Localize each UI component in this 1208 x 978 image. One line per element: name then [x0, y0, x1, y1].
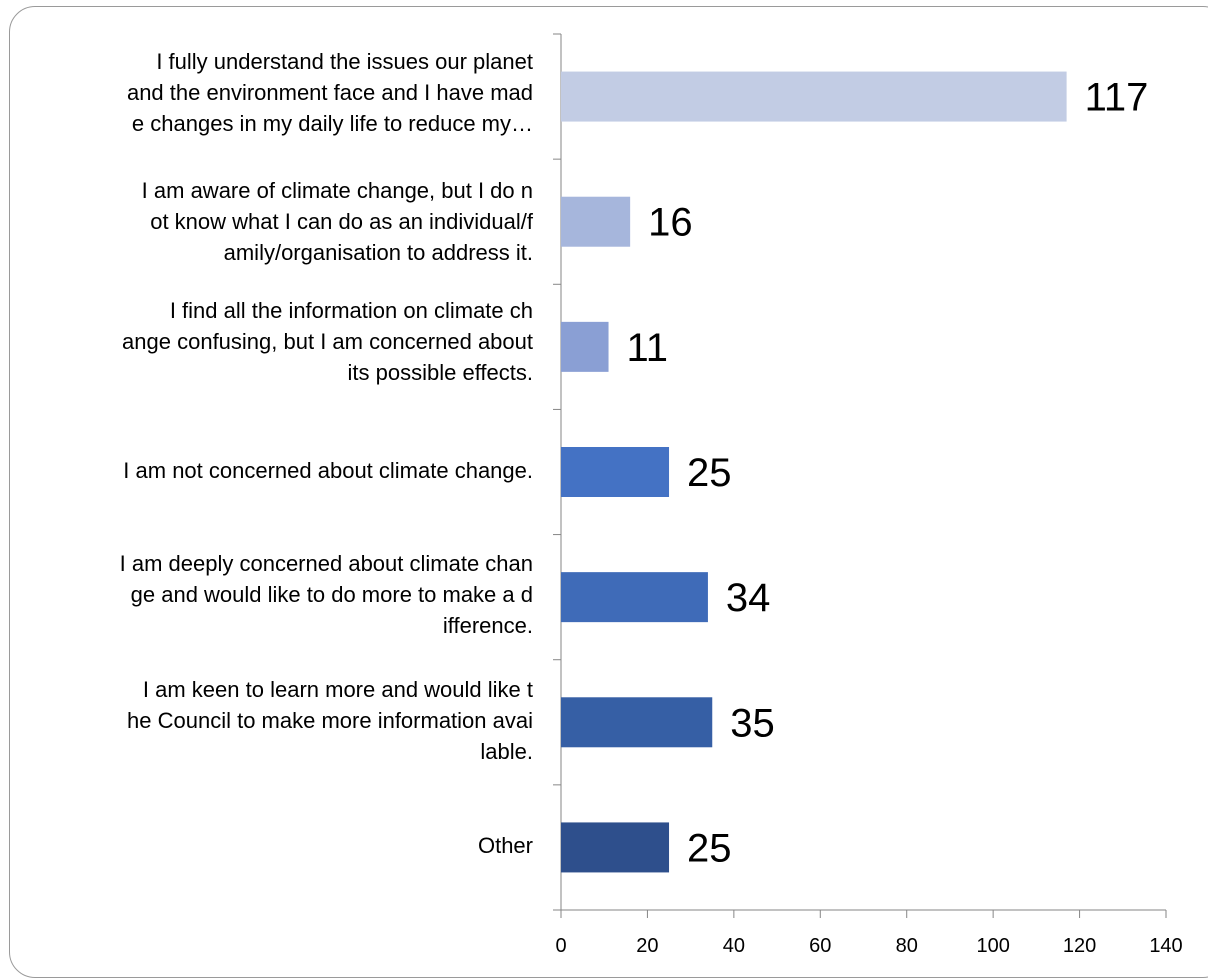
- category-label: I am deeply concerned about climate chan…: [119, 551, 533, 638]
- bar: [561, 71, 1067, 122]
- data-label: 25: [687, 826, 732, 870]
- data-label: 34: [726, 576, 771, 620]
- bar: [561, 697, 713, 748]
- bar: [561, 572, 708, 623]
- x-tick-label: 40: [723, 935, 745, 957]
- x-tick-label: 80: [896, 935, 918, 957]
- x-tick-label: 60: [809, 935, 831, 957]
- x-tick-label: 20: [636, 935, 658, 957]
- data-label: 25: [687, 451, 732, 495]
- bar: [561, 447, 670, 497]
- bar: [561, 321, 609, 372]
- x-tick-label: 120: [1063, 935, 1096, 957]
- category-label: I am aware of climate change, but I do n…: [141, 178, 533, 265]
- data-label: 16: [648, 201, 693, 245]
- x-tick-label: 0: [555, 935, 566, 957]
- data-label: 11: [627, 326, 669, 370]
- x-tick-label: 100: [976, 935, 1009, 957]
- data-label: 117: [1085, 76, 1149, 120]
- data-label: 35: [730, 701, 775, 745]
- bar: [561, 196, 631, 247]
- category-label: Other: [477, 833, 533, 858]
- category-label: I am not concerned about climate change.: [123, 458, 533, 483]
- x-tick-label: 140: [1149, 935, 1182, 957]
- category-label: I find all the information on climate ch…: [122, 298, 533, 385]
- category-label: I am keen to learn more and would like t…: [127, 677, 533, 764]
- bar: [561, 822, 670, 873]
- category-label: I fully understand the issues our planet…: [126, 49, 533, 136]
